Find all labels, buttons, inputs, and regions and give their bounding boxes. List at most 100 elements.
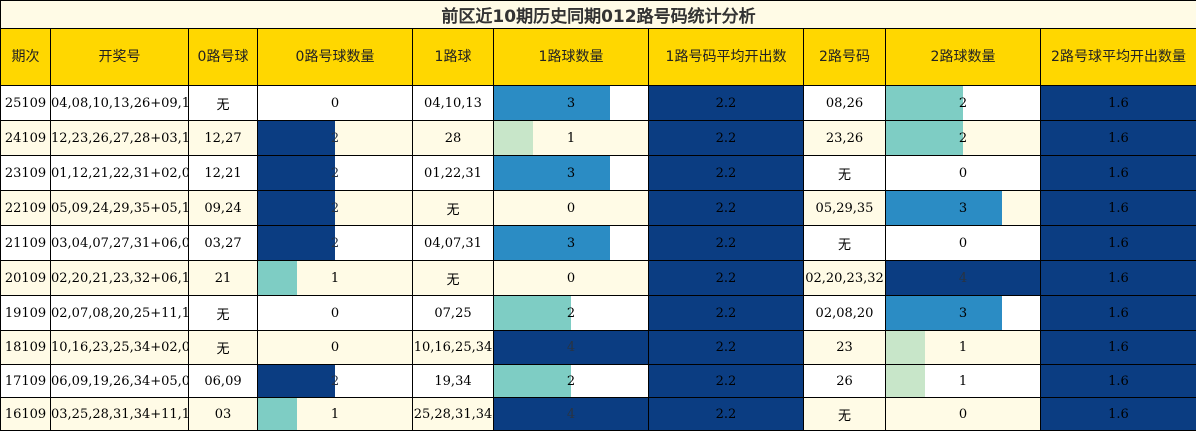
- route1-average-cell: 2.2: [649, 121, 804, 156]
- route1-count-cell: 4: [494, 331, 649, 365]
- route0-balls-cell: 21: [189, 261, 258, 296]
- count-bar: [886, 86, 963, 120]
- count-bar: [886, 365, 925, 397]
- route1-count-cell: 2: [494, 365, 649, 398]
- route1-average-cell: 2.2: [649, 331, 804, 365]
- route1-balls-cell: 无: [413, 261, 494, 296]
- route2-balls-cell: 05,29,35: [804, 191, 886, 226]
- header-period: 期次: [1, 29, 51, 86]
- route2-count-cell: 2: [886, 86, 1041, 121]
- period-cell: 21109: [1, 226, 51, 261]
- route0-count-cell: 2: [258, 121, 413, 156]
- header-route2-balls: 2路号码: [804, 29, 886, 86]
- count-value: 2: [567, 306, 575, 321]
- header-draw-numbers: 开奖号: [51, 29, 189, 86]
- route0-balls-cell: 03,27: [189, 226, 258, 261]
- count-value: 2: [331, 236, 339, 251]
- draw-numbers-cell: 10,16,23,25,34+02,05: [51, 331, 189, 365]
- route0-count-cell: 1: [258, 261, 413, 296]
- draw-numbers-cell: 02,20,21,23,32+06,12: [51, 261, 189, 296]
- count-value: 1: [959, 340, 967, 355]
- header-route1-average: 1路号码平均开出数: [649, 29, 804, 86]
- route2-average-cell: 1.6: [1041, 121, 1196, 156]
- count-value: 0: [331, 340, 339, 355]
- period-cell: 18109: [1, 331, 51, 365]
- route0-count-cell: 2: [258, 191, 413, 226]
- draw-numbers-cell: 04,08,10,13,26+09,10: [51, 86, 189, 121]
- route2-average-cell: 1.6: [1041, 261, 1196, 296]
- period-cell: 17109: [1, 365, 51, 398]
- count-bar: [258, 261, 297, 295]
- count-bar: [494, 365, 571, 397]
- route1-average-cell: 2.2: [649, 226, 804, 261]
- route1-count-cell: 2: [494, 296, 649, 331]
- route1-balls-cell: 25,28,31,34: [413, 398, 494, 431]
- header-route2-average: 2路号球平均开出数量: [1041, 29, 1196, 86]
- draw-numbers-cell: 01,12,21,22,31+02,09: [51, 156, 189, 191]
- route1-balls-cell: 04,07,31: [413, 226, 494, 261]
- route1-balls-cell: 07,25: [413, 296, 494, 331]
- count-value: 1: [331, 271, 339, 286]
- route2-balls-cell: 26: [804, 365, 886, 398]
- route2-count-cell: 4: [886, 261, 1041, 296]
- count-value: 1: [567, 131, 575, 146]
- route1-balls-cell: 01,22,31: [413, 156, 494, 191]
- route0-balls-cell: 06,09: [189, 365, 258, 398]
- count-value: 3: [567, 236, 575, 251]
- count-value: 3: [959, 306, 967, 321]
- header-route2-count: 2路球数量: [886, 29, 1041, 86]
- route1-count-cell: 3: [494, 86, 649, 121]
- route1-count-cell: 3: [494, 226, 649, 261]
- count-bar: [258, 365, 335, 397]
- route2-balls-cell: 23,26: [804, 121, 886, 156]
- route2-balls-cell: 无: [804, 398, 886, 431]
- count-value: 1: [331, 407, 339, 422]
- count-bar: [258, 398, 297, 430]
- header-route1-count: 1路球数量: [494, 29, 649, 86]
- route2-balls-cell: 02,20,23,32: [804, 261, 886, 296]
- route2-count-cell: 1: [886, 331, 1041, 365]
- route2-average-cell: 1.6: [1041, 191, 1196, 226]
- route2-average-cell: 1.6: [1041, 398, 1196, 431]
- table-title: 前区近10期历史同期012路号码统计分析: [1, 1, 1196, 29]
- draw-numbers-cell: 12,23,26,27,28+03,11: [51, 121, 189, 156]
- route1-count-cell: 4: [494, 398, 649, 431]
- route0-balls-cell: 无: [189, 86, 258, 121]
- count-bar: [886, 191, 1002, 225]
- header-route0-balls: 0路号球: [189, 29, 258, 86]
- period-cell: 16109: [1, 398, 51, 431]
- route1-balls-cell: 10,16,25,34: [413, 331, 494, 365]
- route0-balls-cell: 12,27: [189, 121, 258, 156]
- count-value: 2: [331, 374, 339, 389]
- count-bar: [494, 226, 610, 260]
- count-value: 2: [331, 166, 339, 181]
- count-bar: [886, 331, 925, 364]
- count-value: 4: [959, 271, 967, 286]
- route2-balls-cell: 无: [804, 156, 886, 191]
- draw-numbers-cell: 03,04,07,27,31+06,09: [51, 226, 189, 261]
- route0-count-cell: 0: [258, 86, 413, 121]
- route2-average-cell: 1.6: [1041, 296, 1196, 331]
- route0-count-cell: 0: [258, 296, 413, 331]
- count-bar: [494, 156, 610, 190]
- period-cell: 24109: [1, 121, 51, 156]
- count-value: 0: [959, 166, 967, 181]
- count-bar: [886, 296, 1002, 330]
- route1-count-cell: 1: [494, 121, 649, 156]
- route0-count-cell: 1: [258, 398, 413, 431]
- count-value: 2: [959, 131, 967, 146]
- count-bar: [494, 121, 533, 155]
- route2-count-cell: 0: [886, 156, 1041, 191]
- count-value: 2: [567, 374, 575, 389]
- route1-average-cell: 2.2: [649, 261, 804, 296]
- route2-count-cell: 1: [886, 365, 1041, 398]
- count-bar: [258, 226, 335, 260]
- route1-count-cell: 3: [494, 156, 649, 191]
- route2-count-cell: 2: [886, 121, 1041, 156]
- route2-count-cell: 0: [886, 398, 1041, 431]
- draw-numbers-cell: 03,25,28,31,34+11,12: [51, 398, 189, 431]
- count-value: 0: [331, 96, 339, 111]
